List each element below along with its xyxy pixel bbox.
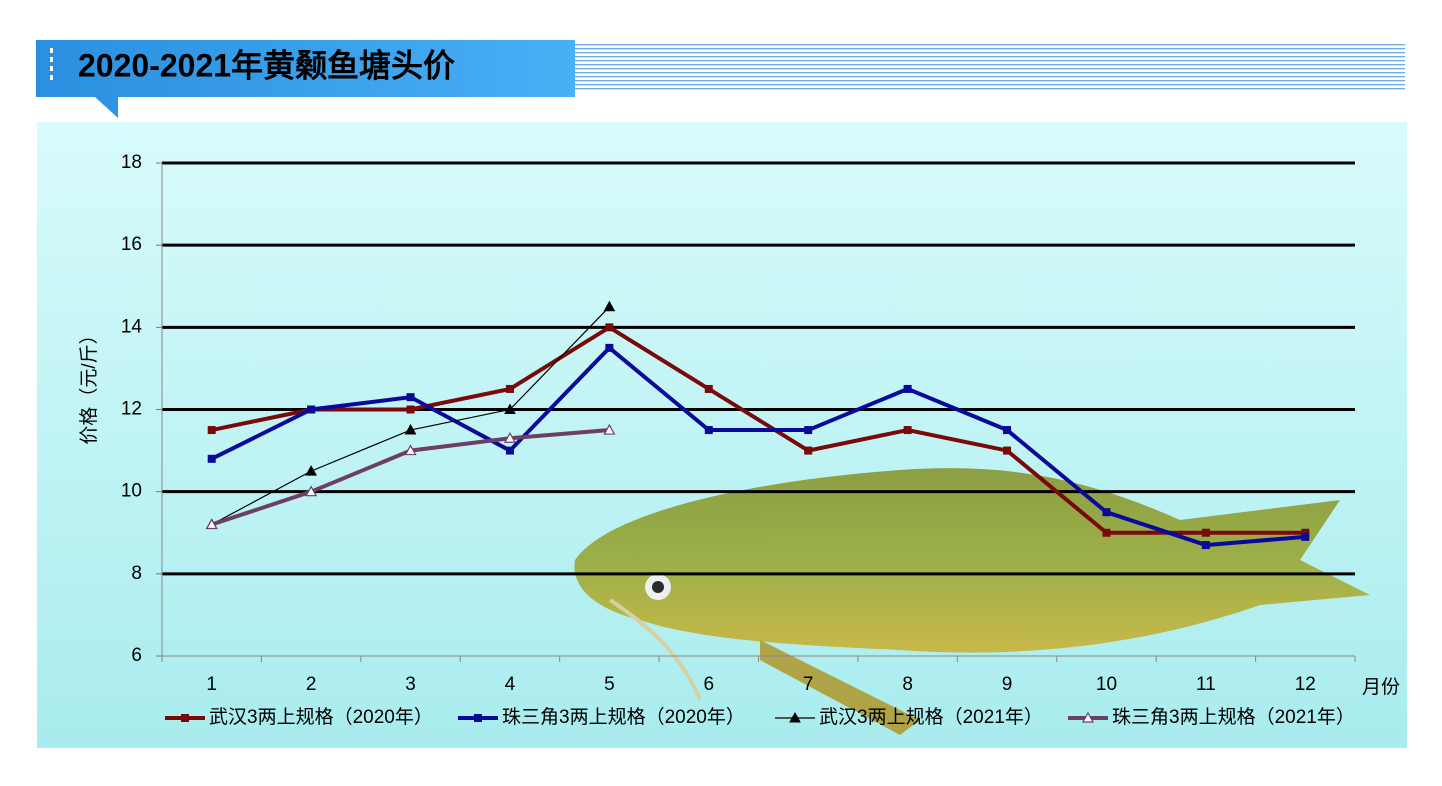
title-banner — [36, 40, 575, 118]
data-point — [704, 426, 713, 435]
legend-marker — [474, 714, 482, 722]
data-point — [605, 323, 614, 332]
legend-label: 武汉3两上规格（2021年） — [819, 706, 1043, 728]
data-point — [305, 485, 318, 497]
y-tick-label: 14 — [121, 316, 143, 337]
data-point — [205, 518, 218, 530]
data-point — [406, 405, 415, 414]
y-tick-label: 10 — [121, 481, 142, 502]
legend-label: 珠三角3两上规格（2021年） — [1112, 706, 1355, 728]
data-point — [503, 432, 516, 443]
x-tick-label: 9 — [1002, 674, 1013, 695]
y-tick-label: 6 — [131, 645, 142, 666]
x-tick-label: 1 — [206, 674, 217, 695]
data-point — [704, 384, 713, 393]
chart-title: 2020-2021年黄颡鱼塘头价 — [78, 47, 455, 83]
data-point — [505, 384, 514, 393]
x-tick-label: 11 — [1196, 674, 1216, 695]
series-line — [210, 345, 1306, 548]
data-point — [605, 343, 614, 352]
data-point — [305, 465, 317, 476]
y-tick-label: 16 — [121, 234, 142, 255]
x-tick-label: 4 — [505, 674, 516, 695]
fish-illustration — [574, 468, 1370, 735]
data-point — [903, 384, 912, 393]
data-point — [603, 423, 616, 435]
data-point — [804, 426, 813, 435]
legend-marker — [789, 711, 801, 723]
x-tick-label: 7 — [803, 674, 814, 695]
data-point — [804, 446, 813, 455]
y-tick-label: 8 — [131, 563, 142, 584]
data-point — [1003, 446, 1012, 455]
data-point — [1201, 528, 1210, 537]
y-tick-label: 18 — [121, 152, 142, 173]
data-point — [406, 393, 415, 402]
x-tick-label: 8 — [902, 674, 913, 695]
data-point — [1301, 532, 1310, 541]
banner-dots — [50, 48, 53, 80]
data-point — [1003, 426, 1012, 435]
data-point — [903, 426, 912, 435]
y-axis-label: 价格（元/斤） — [78, 325, 100, 444]
x-tick-label: 3 — [405, 674, 416, 695]
data-point — [404, 424, 417, 435]
data-point — [1301, 528, 1310, 537]
plot-panel — [37, 122, 1407, 748]
data-point — [603, 300, 616, 312]
legend-marker — [1081, 711, 1095, 723]
legend-marker — [181, 714, 189, 722]
legend-label: 珠三角3两上规格（2020年） — [502, 706, 745, 728]
data-point — [504, 403, 516, 414]
series-line — [211, 324, 1306, 535]
x-tick-label: 12 — [1295, 674, 1316, 695]
banner-stripes — [575, 42, 1405, 90]
data-point — [207, 454, 216, 463]
data-point — [404, 444, 417, 456]
data-point — [307, 405, 316, 414]
data-point — [505, 446, 514, 455]
x-tick-label: 6 — [704, 674, 715, 695]
data-point — [1102, 528, 1111, 537]
x-tick-label: 2 — [306, 674, 317, 695]
data-point — [207, 426, 216, 435]
data-point — [1201, 541, 1210, 550]
x-tick-label: 10 — [1096, 674, 1117, 695]
legend-label: 武汉3两上规格（2020年） — [209, 706, 433, 728]
x-tick-label: 5 — [604, 674, 615, 695]
y-tick-label: 12 — [121, 399, 142, 420]
x-axis-label: 月份 — [1362, 676, 1400, 698]
data-point — [1102, 508, 1111, 517]
